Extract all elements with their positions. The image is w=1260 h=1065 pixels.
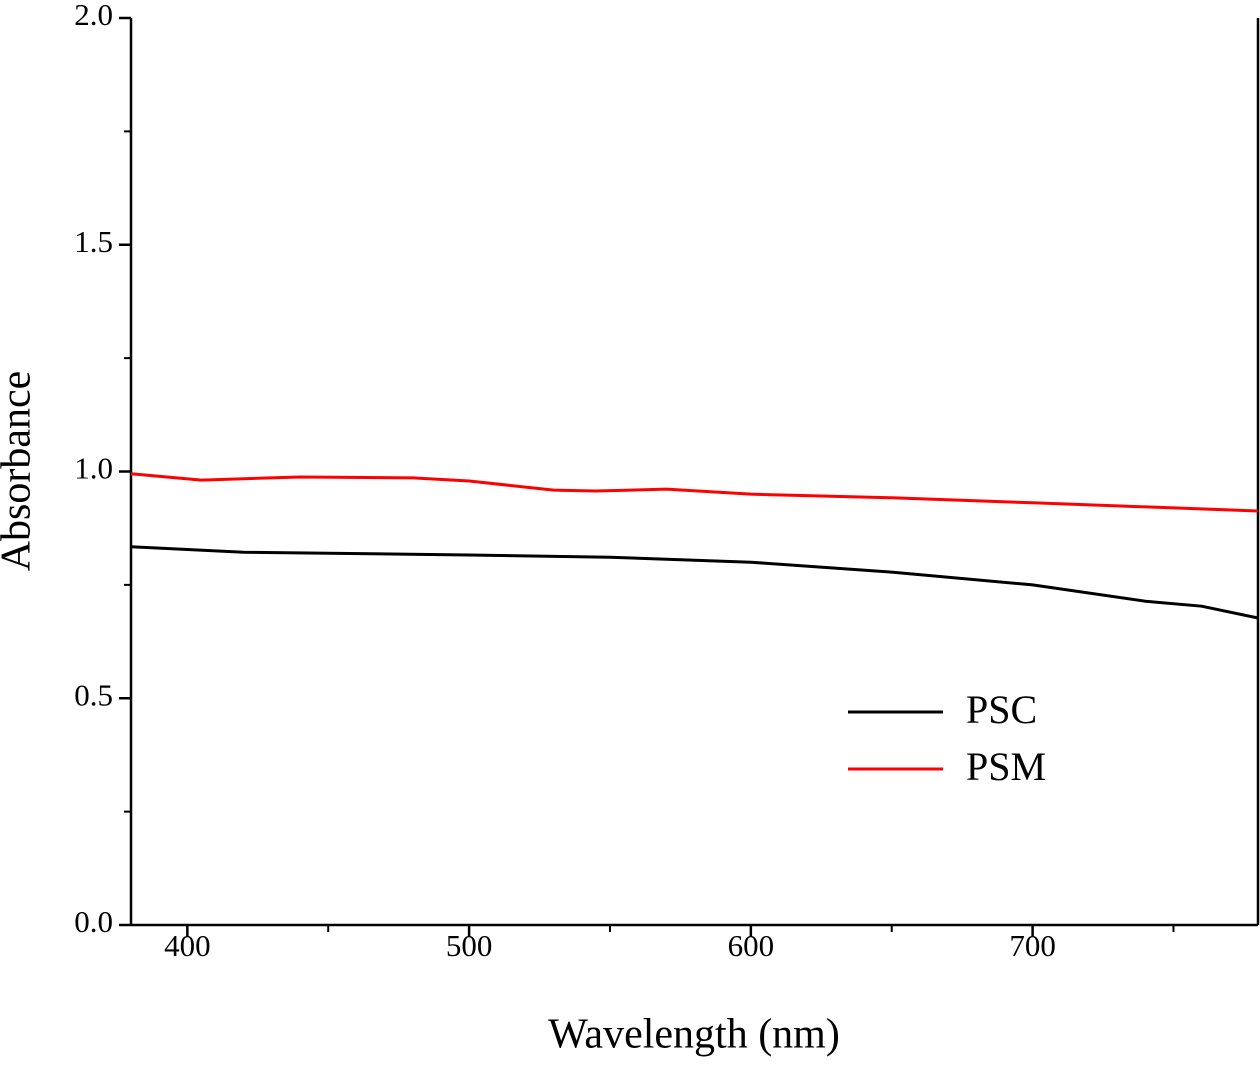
- y-tick-label: 0.0: [74, 904, 113, 939]
- legend-text: PSM: [966, 744, 1046, 789]
- legend-text: PSC: [966, 687, 1037, 732]
- y-tick-label: 1.0: [74, 451, 113, 486]
- x-tick-label: 500: [446, 928, 493, 963]
- y-tick-label: 0.5: [74, 677, 113, 712]
- x-tick-label: 700: [1009, 928, 1056, 963]
- x-axis-label: Wavelength (nm): [548, 1012, 840, 1058]
- y-tick-label: 1.5: [74, 224, 113, 259]
- x-tick-label: 400: [164, 928, 211, 963]
- data-line: [130, 472, 1259, 513]
- y-tick-label: 2.0: [74, 0, 113, 32]
- x-tick-label: 600: [728, 928, 775, 963]
- y-axis-label: Absorbance: [0, 371, 40, 572]
- data-line: [130, 545, 1259, 620]
